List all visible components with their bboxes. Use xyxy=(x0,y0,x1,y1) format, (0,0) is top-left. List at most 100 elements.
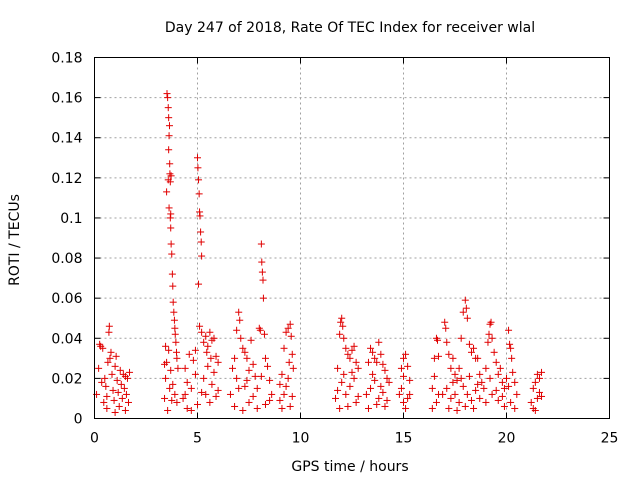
data-point xyxy=(165,346,173,354)
data-point xyxy=(342,390,350,398)
data-point xyxy=(243,354,251,362)
data-point xyxy=(174,364,182,372)
data-point xyxy=(166,170,174,178)
data-point xyxy=(428,384,436,392)
data-point xyxy=(204,342,212,350)
data-point xyxy=(212,352,220,360)
data-point xyxy=(342,344,350,352)
data-point xyxy=(161,360,169,368)
data-point xyxy=(535,388,543,396)
data-point xyxy=(165,146,173,154)
data-point xyxy=(406,376,414,384)
data-point xyxy=(447,394,455,402)
data-point xyxy=(289,364,297,372)
data-point xyxy=(260,330,268,338)
data-point xyxy=(344,402,352,410)
data-point xyxy=(164,94,172,102)
y-tick-label: 0.16 xyxy=(51,91,82,107)
y-axis-label: ROTI / TECUs xyxy=(7,194,23,286)
data-point xyxy=(204,362,212,370)
data-point xyxy=(404,394,412,402)
data-point xyxy=(109,386,117,394)
x-tick-label: 10 xyxy=(292,431,310,447)
data-point xyxy=(480,384,488,392)
data-point xyxy=(538,392,546,400)
data-point xyxy=(233,374,241,382)
data-point xyxy=(163,188,171,196)
data-point xyxy=(183,378,191,386)
data-point xyxy=(465,340,473,348)
data-point xyxy=(194,164,202,172)
data-point xyxy=(354,364,362,372)
data-point xyxy=(470,344,478,352)
data-point xyxy=(165,204,173,212)
data-point xyxy=(198,252,206,260)
data-point xyxy=(195,190,203,198)
data-point xyxy=(276,380,284,388)
data-point xyxy=(375,338,383,346)
data-point xyxy=(171,324,179,332)
data-point xyxy=(197,228,205,236)
data-point xyxy=(404,362,412,370)
data-point xyxy=(194,154,201,162)
data-point xyxy=(494,396,502,404)
data-point xyxy=(107,348,115,356)
data-point xyxy=(286,320,294,328)
data-point xyxy=(179,394,187,402)
data-point xyxy=(506,340,514,348)
data-point xyxy=(503,374,510,382)
x-tick-label: 5 xyxy=(193,431,202,447)
data-point xyxy=(247,336,255,344)
data-point xyxy=(236,316,244,324)
data-point xyxy=(459,382,467,390)
data-point xyxy=(439,390,447,398)
data-point xyxy=(249,360,257,368)
data-point xyxy=(406,390,414,398)
grid-lines xyxy=(94,57,610,419)
data-point xyxy=(226,390,234,398)
data-point xyxy=(162,342,170,350)
y-tick-label: 0.12 xyxy=(51,171,82,187)
data-point xyxy=(354,392,362,400)
data-point xyxy=(487,318,495,326)
y-tick-label: 0.02 xyxy=(51,371,82,387)
data-point xyxy=(183,404,191,412)
data-point xyxy=(110,396,118,404)
y-tick-label: 0.18 xyxy=(51,51,82,67)
data-point xyxy=(459,308,467,316)
data-point xyxy=(383,396,391,404)
data-point xyxy=(348,346,356,354)
data-point xyxy=(334,364,342,372)
data-point xyxy=(449,354,457,362)
data-point xyxy=(350,374,358,382)
data-point xyxy=(373,400,381,408)
data-point xyxy=(451,390,459,398)
data-point xyxy=(474,354,482,362)
data-point xyxy=(241,382,249,390)
data-point xyxy=(187,384,195,392)
data-point xyxy=(167,366,175,374)
data-point xyxy=(259,294,267,302)
data-point xyxy=(352,398,360,406)
data-point xyxy=(239,344,247,352)
data-point xyxy=(533,394,541,402)
data-point xyxy=(195,176,203,184)
data-point xyxy=(531,378,539,386)
data-point xyxy=(95,364,103,372)
data-point xyxy=(253,384,261,392)
data-point xyxy=(340,334,348,342)
data-point xyxy=(115,402,123,410)
data-point xyxy=(200,374,208,382)
data-point xyxy=(116,366,124,374)
data-point xyxy=(286,402,294,410)
data-point xyxy=(476,370,484,378)
data-point xyxy=(507,344,515,352)
data-point xyxy=(171,330,179,338)
data-point xyxy=(165,122,173,130)
data-point xyxy=(500,402,508,410)
data-point xyxy=(381,402,389,410)
data-point xyxy=(197,238,205,246)
plot-frame xyxy=(94,57,610,419)
x-tick-label: 25 xyxy=(601,431,619,447)
data-point xyxy=(400,398,407,406)
